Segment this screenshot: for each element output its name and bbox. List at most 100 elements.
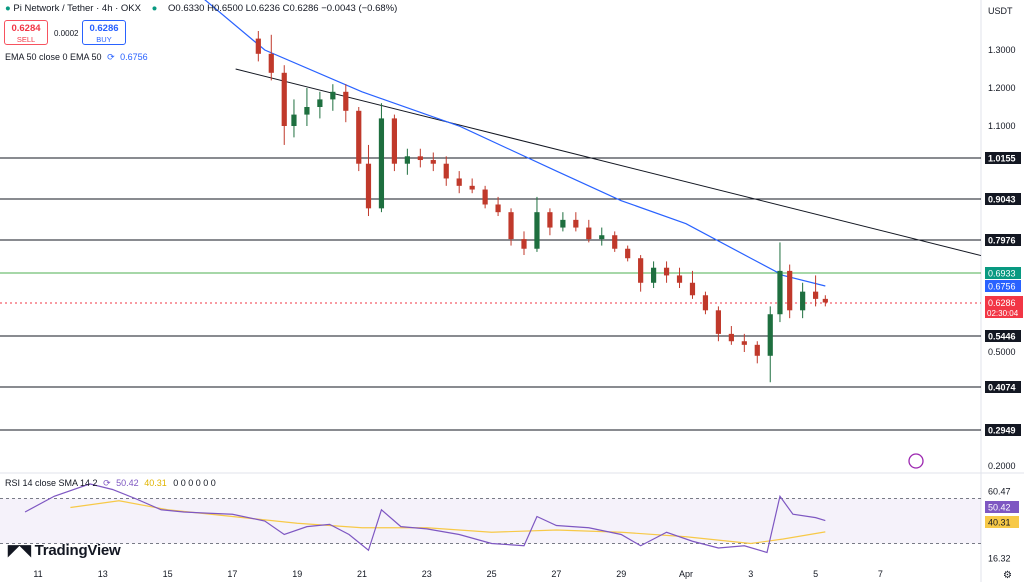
ohlc-readout: O0.6330 H0.6500 L0.6236 C0.6286 −0.0043 … [168, 3, 398, 14]
ema-price-label-bg [985, 280, 1021, 292]
level-label-bg [985, 234, 1021, 246]
rsi-label-bg [985, 485, 1019, 497]
current-price-label: 0.6286 [988, 298, 1016, 308]
candle-body [456, 178, 462, 186]
settings-icon[interactable]: ⟳ [107, 52, 115, 62]
level-label: 0.7976 [988, 236, 1016, 246]
level-label: 0.4074 [988, 383, 1016, 393]
tradingview-logo[interactable]: ◤◥ TradingView [8, 541, 121, 559]
status-dot-icon: ● [151, 3, 158, 14]
buy-price: 0.6286 [89, 23, 119, 34]
candle-body [663, 267, 670, 276]
rsi-band [0, 498, 981, 544]
candle-body [741, 341, 747, 345]
rsi-extra-values: 0 0 0 0 0 0 [173, 478, 216, 488]
candle-body [560, 219, 566, 228]
rsi-label: RSI 14 close SMA 14 2 [5, 478, 98, 488]
level-label: 0.5446 [988, 332, 1016, 342]
price-tick-label: 0.2000 [988, 461, 1016, 471]
candle-body [586, 227, 592, 240]
rsi-value: 50.42 [116, 478, 139, 488]
candle-body [378, 118, 385, 209]
price-tick-label: 1.2000 [988, 83, 1016, 93]
candle-body [534, 212, 540, 249]
candle-body [625, 248, 631, 259]
candle-body [291, 114, 297, 126]
green-level-label: 0.6933 [988, 269, 1016, 279]
sell-price: 0.6284 [11, 23, 41, 34]
symbol-title: Pi Network / Tether · 4h · OKX [13, 3, 141, 14]
rsi-label-bg [985, 501, 1019, 513]
time-tick-label: 19 [292, 569, 302, 579]
time-tick-label: 3 [748, 569, 753, 579]
green-level-label-bg [985, 267, 1021, 279]
candle-body [356, 110, 362, 164]
time-tick-label: 5 [813, 569, 818, 579]
candle-body [343, 91, 349, 111]
rsi-indicator-legend[interactable]: RSI 14 close SMA 14 2 ⟳ 50.42 40.31 0 0 … [5, 478, 216, 489]
ema-indicator-legend[interactable]: EMA 50 close 0 EMA 50 ⟳ 0.6756 [5, 52, 148, 63]
ema-price-label: 0.6756 [988, 282, 1016, 292]
currency-label[interactable]: USDT [988, 6, 1013, 16]
brand-name: TradingView [34, 542, 121, 559]
bar-countdown: 02:30:04 [987, 309, 1019, 318]
candle-body [255, 38, 261, 54]
candle-body [417, 156, 423, 161]
candle-body [689, 282, 696, 296]
candle-body [469, 185, 475, 190]
level-label-bg [985, 193, 1021, 205]
candle-body [430, 160, 436, 164]
spread-value: 0.0002 [54, 29, 79, 38]
time-tick-label: 7 [878, 569, 883, 579]
candle-body [676, 275, 683, 283]
buy-label: BUY [96, 35, 112, 44]
candle-body [521, 239, 527, 249]
level-label: 0.2949 [988, 426, 1016, 436]
rsi-line [24, 483, 826, 554]
sell-label: SELL [16, 35, 36, 44]
time-tick-label: 27 [551, 569, 561, 579]
rsi-axis-label: 60.47 [988, 487, 1011, 497]
level-label-bg [985, 424, 1021, 436]
candle-body [482, 189, 488, 205]
candle-body [777, 270, 783, 315]
candle-body [317, 99, 323, 107]
candle-body [612, 235, 618, 249]
time-tick-label: 11 [33, 569, 42, 579]
price-tick-label: 0.5000 [988, 347, 1016, 357]
candle-body [599, 235, 605, 240]
candle-body [365, 163, 372, 209]
exchange-icon: ● [5, 3, 11, 14]
candle-body [508, 212, 514, 240]
candle-body [702, 295, 709, 311]
symbol-header[interactable]: ● Pi Network / Tether · 4h · OKX ● O0.63… [5, 3, 397, 14]
price-tick-label: 1.3000 [988, 45, 1016, 55]
candle-body [443, 163, 449, 179]
sell-button[interactable]: 0.6284 SELL [4, 20, 48, 45]
rsi-axis-label: 50.42 [988, 503, 1011, 513]
rsi-axis-label: 40.31 [988, 518, 1011, 528]
settings-gear-icon: ⚙ [1003, 570, 1012, 581]
level-label: 1.0155 [988, 154, 1016, 164]
time-tick-label: 23 [422, 569, 432, 579]
candle-body [547, 212, 553, 228]
level-label-bg [985, 330, 1021, 342]
candle-body [754, 344, 760, 356]
level-label: 0.9043 [988, 195, 1016, 205]
tradingview-mark-icon: ◤◥ [8, 542, 31, 559]
price-tick-label: 1.1000 [988, 121, 1016, 131]
rsi-settings-icon[interactable]: ⟳ [103, 478, 111, 488]
candle-body [495, 204, 501, 213]
level-label-bg [985, 152, 1021, 164]
time-tick-label: 17 [227, 569, 237, 579]
ema-value: 0.6756 [120, 52, 148, 62]
current-price-label-bg [985, 296, 1023, 318]
buy-button[interactable]: 0.6286 BUY [82, 20, 126, 45]
rsi-sma-value: 40.31 [144, 478, 167, 488]
time-tick-label: 15 [163, 569, 173, 579]
candle-body [268, 53, 274, 73]
level-label-bg [985, 381, 1021, 393]
candle-body [813, 291, 819, 299]
